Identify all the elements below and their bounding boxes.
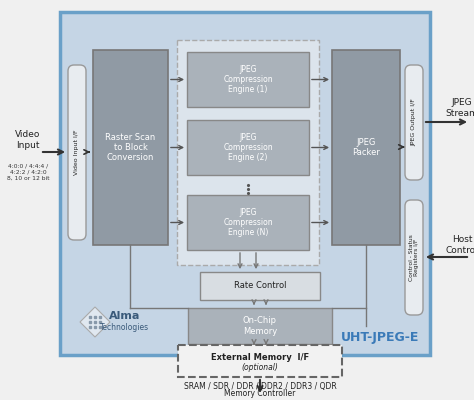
Text: Technologies: Technologies [100,322,150,332]
Text: JPEG
Compression
Engine (N): JPEG Compression Engine (N) [223,208,273,238]
FancyBboxPatch shape [405,65,423,180]
Polygon shape [80,307,110,337]
Text: On-Chip
Memory: On-Chip Memory [243,316,277,336]
Text: Alma: Alma [109,311,141,321]
Text: Rate Control: Rate Control [234,282,286,290]
Text: Raster Scan
to Block
Conversion: Raster Scan to Block Conversion [105,133,155,162]
Text: JPEG
Compression
Engine (1): JPEG Compression Engine (1) [223,65,273,94]
Text: 4:0:0 / 4:4:4 /
4:2:2 / 4:2:0
8, 10 or 12 bit: 4:0:0 / 4:4:4 / 4:2:2 / 4:2:0 8, 10 or 1… [7,164,49,180]
Text: Control - Status
Registers I/F: Control - Status Registers I/F [409,234,419,281]
Text: (optional): (optional) [242,362,278,372]
Text: JPEG Output I/F: JPEG Output I/F [411,98,417,146]
Text: SRAM / SDR / DDR / DDR2 / DDR3 / QDR: SRAM / SDR / DDR / DDR2 / DDR3 / QDR [183,382,337,390]
Text: Host
Control: Host Control [446,235,474,255]
Text: External Memory  I/F: External Memory I/F [211,352,309,362]
Bar [332,50,400,245]
Bar [187,195,309,250]
Bar [93,50,168,245]
Bar [178,345,342,377]
Text: Video
Input: Video Input [15,130,41,150]
Bar [188,308,332,344]
FancyBboxPatch shape [68,65,86,240]
FancyBboxPatch shape [405,200,423,315]
Text: JPEG
Compression
Engine (2): JPEG Compression Engine (2) [223,133,273,162]
Bar [177,40,319,265]
Bar [200,272,320,300]
Text: Memory Controller: Memory Controller [224,390,296,398]
Text: UHT-JPEG-E: UHT-JPEG-E [341,332,419,344]
Text: JPEG
Stream: JPEG Stream [446,98,474,118]
Bar [60,12,430,355]
Bar [187,120,309,175]
Text: Video Input I/F: Video Input I/F [74,130,80,175]
Bar [187,52,309,107]
Text: JPEG
Packer: JPEG Packer [352,138,380,157]
